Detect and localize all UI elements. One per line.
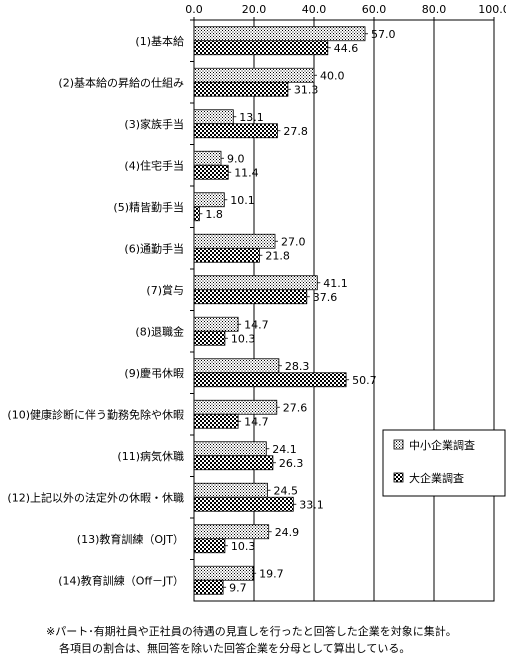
category-label: (11)病気休職 [117,449,184,463]
bar-large [193,206,200,222]
category-label: (8)退職金 [135,324,184,338]
category-label: (6)通勤手当 [124,241,184,255]
bar-small-medium [193,565,254,581]
category-label: (10)健康診断に伴う勤務免除や休暇 [7,407,184,421]
bar-small-medium [193,399,278,415]
bar-small-medium [193,441,267,457]
data-label: 33.1 [299,498,324,511]
bar-large [193,579,224,595]
data-label: 40.0 [320,69,345,82]
x-tick-label: 40.0 [302,3,327,16]
category-label: (4)住宅手当 [124,158,184,172]
data-label: 41.1 [323,277,348,290]
data-label: 11.4 [234,166,259,179]
bar-small-medium [193,233,276,249]
category-label: (13)教育訓練（OJT） [77,532,184,546]
x-tick-label: 80.0 [422,3,447,16]
data-label: 9.7 [229,581,247,594]
data-label: 37.6 [313,291,338,304]
data-label: 24.5 [274,484,299,497]
bar-large [193,40,329,56]
bar-large [193,123,278,139]
data-label: 1.8 [205,208,223,221]
category-label: (9)慶弔休暇 [124,366,184,380]
data-label: 10.3 [231,540,256,553]
data-label: 24.9 [275,526,300,539]
data-label: 10.3 [231,332,256,345]
axes: 0.0 20.0 40.0 60.0 80.0 100.0 (1)基本給 (2)基本給の昇給の… [7,3,506,602]
bar-large [193,455,274,471]
bar-large [193,330,226,346]
data-label: 13.1 [239,111,263,124]
bar-large [193,289,308,305]
data-label: 10.1 [230,194,255,207]
bar-large [193,372,347,388]
data-label: 14.7 [244,318,269,331]
data-label: 21.8 [265,249,290,262]
data-label: 26.3 [279,457,304,470]
category-label: (2)基本給の昇給の仕組み [58,75,184,89]
category-label: (5)精皆勤手当 [113,200,184,214]
x-tick-label: 60.0 [362,3,387,16]
data-label: 50.7 [352,374,377,387]
x-tick-label: 0.0 [185,3,203,16]
bar-large [193,538,226,554]
category-label: (7)賞与 [146,284,184,297]
bar-small-medium [193,26,366,42]
data-label: 31.3 [294,83,319,96]
data-label: 28.3 [285,360,310,373]
legend-swatch [393,439,404,450]
data-labels: 57.0 40.0 13.1 9.0 10.1 27.0 41.1 14.7 28.3 27.6 2… [199,28,396,594]
x-tick-label: 20.0 [242,3,267,16]
x-tick-label: 100.0 [478,3,506,16]
bars [193,26,366,595]
category-label: (12)上記以外の法定外の休暇・休職 [7,490,184,504]
bar-small-medium [193,150,222,166]
data-label: 14.7 [244,415,269,428]
bar-small-medium [193,358,280,374]
data-label: 44.6 [334,42,359,55]
footnote-2: 各項目の割合は、無回答を除いた回答企業を分母として算出している。 [59,642,411,655]
bar-small-medium [193,316,239,332]
plot-frame [193,19,495,602]
legend-label: 中小企業調査 [409,438,475,452]
data-label: 24.1 [272,443,297,456]
bar-small-medium [193,524,270,540]
data-label: 27.0 [281,235,306,248]
bar-small-medium [193,67,315,83]
bar-large [193,81,289,97]
category-label: (3)家族手当 [124,117,184,131]
legend-swatch [393,472,404,483]
bar-large [193,413,239,429]
data-label: 57.0 [371,28,396,41]
data-label: 27.8 [283,125,308,138]
category-label: (14)教育訓練（Off－JT） [58,573,184,587]
data-label: 19.7 [259,567,284,580]
bar-large [193,496,294,512]
bar-large [193,247,260,263]
data-label: 9.0 [227,152,245,165]
gridlines [253,20,435,601]
data-label: 27.6 [283,401,308,414]
bar-small-medium [193,109,234,125]
legend-label: 大企業調査 [409,471,464,485]
bar-small-medium [193,275,318,291]
bar-large [193,164,229,180]
footnote-1: ※パート･有期社員や正社員の待遇の見直しを行ったと回答した企業を対象に集計。 [46,625,457,638]
bar-small-medium [193,482,268,498]
bar-small-medium [193,192,225,208]
category-label: (1)基本給 [135,34,184,48]
